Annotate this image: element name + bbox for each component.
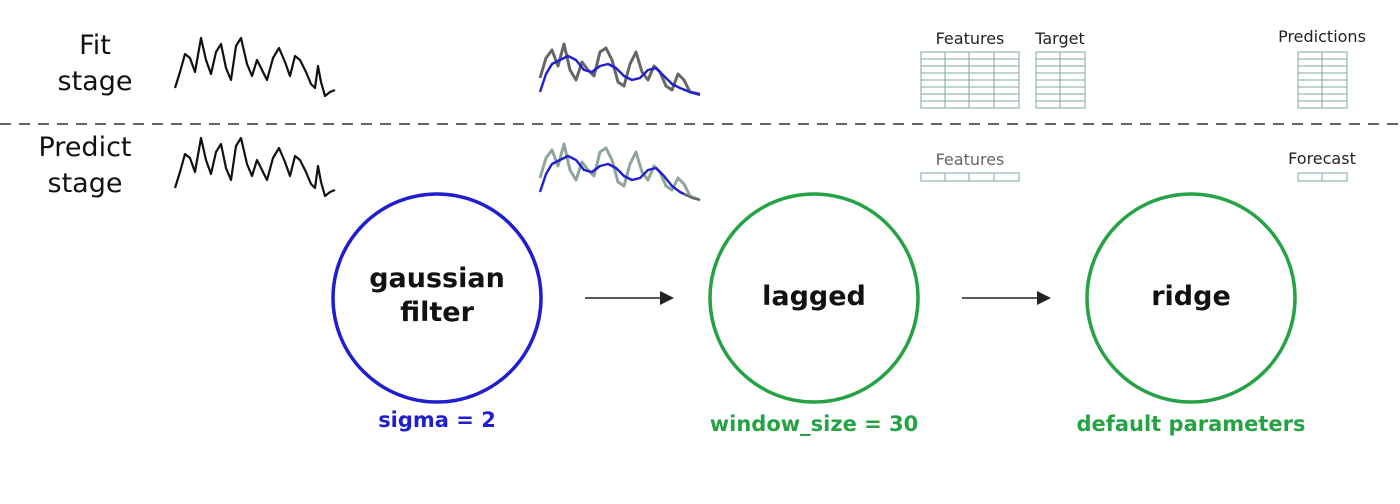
lagged-line1: lagged [762, 281, 866, 312]
arrow-lagged-to-ridge [962, 291, 1051, 305]
predict-raw-series [173, 136, 336, 198]
ridge-param: default parameters [1076, 412, 1306, 436]
predict-features-table [920, 172, 1020, 182]
fit-features-table [920, 51, 1020, 109]
fit-stage-label: Fit stage [40, 28, 150, 100]
gaussian-filter-line1: gaussian [369, 263, 505, 294]
fit-stage-line1: Fit [79, 30, 111, 61]
predict-stage-line1: Predict [38, 132, 132, 163]
fit-overlay-series [538, 42, 701, 96]
predict-stage-label: Predict stage [30, 130, 140, 202]
fit-stage-line2: stage [57, 66, 133, 97]
ridge-label: ridge [1111, 280, 1271, 314]
predict-smoothed-series [538, 154, 689, 198]
gaussian-filter-line2: filter [400, 297, 474, 328]
fit-predictions-label: Predictions [1278, 27, 1366, 46]
predict-forecast-tail [683, 193, 701, 202]
predict-forecast-label: Forecast [1288, 149, 1356, 168]
predict-features-label: Features [935, 150, 1005, 169]
ridge-line1: ridge [1151, 281, 1231, 312]
lagged-node [708, 192, 920, 404]
lagged-label: lagged [734, 280, 894, 314]
predict-stage-line2: stage [47, 168, 123, 199]
lagged-param: window_size = 30 [709, 412, 919, 436]
fit-features-label: Features [935, 29, 1005, 48]
gaussian-filter-node [331, 192, 543, 404]
fit-target-label: Target [1035, 29, 1085, 48]
predict-forecast-table [1297, 172, 1348, 182]
gaussian-filter-label: gaussian filter [357, 262, 517, 330]
arrow-filter-to-lagged [585, 291, 674, 305]
ridge-node [1085, 192, 1297, 404]
fit-target-table [1035, 51, 1086, 109]
fit-raw-series [173, 36, 336, 98]
gaussian-filter-param: sigma = 2 [378, 408, 496, 432]
predict-overlay-series [538, 142, 701, 202]
fit-smoothed-series [538, 54, 701, 97]
fit-predictions-table [1297, 51, 1348, 109]
